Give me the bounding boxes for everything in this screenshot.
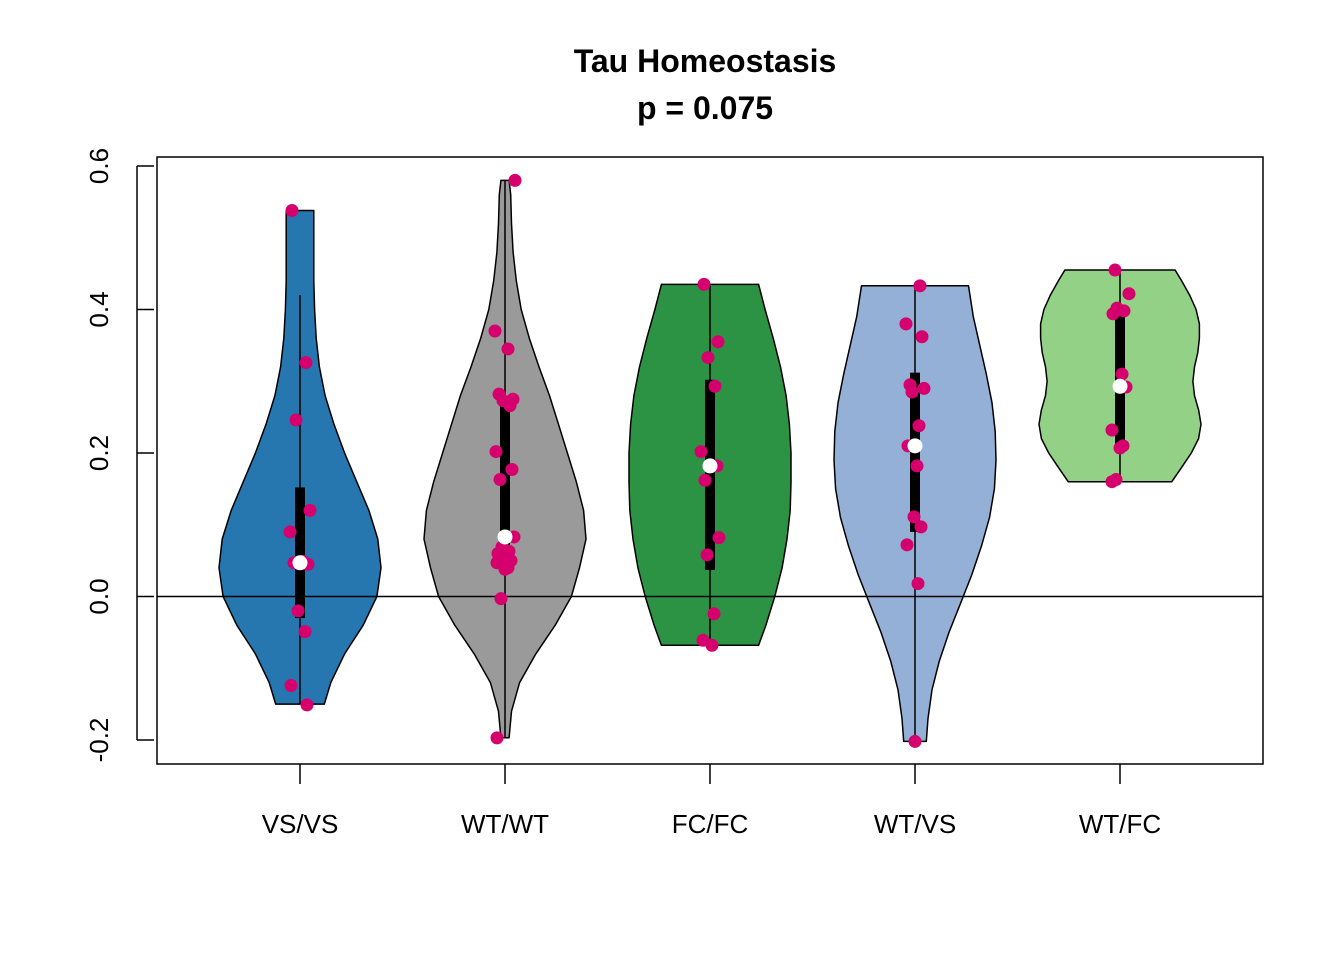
data-point bbox=[1108, 263, 1122, 277]
data-point bbox=[910, 459, 924, 473]
data-point bbox=[697, 277, 711, 291]
data-point bbox=[908, 734, 922, 748]
data-point bbox=[1113, 441, 1127, 455]
data-point bbox=[1122, 287, 1136, 301]
data-point bbox=[303, 503, 317, 517]
x-tick-label-wt-wt: WT/WT bbox=[461, 809, 549, 839]
data-point bbox=[914, 520, 928, 534]
data-point bbox=[283, 525, 297, 539]
data-point bbox=[694, 445, 708, 459]
x-tick-label-vs-vs: VS/VS bbox=[262, 809, 339, 839]
data-point bbox=[712, 531, 726, 545]
x-tick-label-wt-fc: WT/FC bbox=[1079, 809, 1161, 839]
data-point bbox=[915, 330, 929, 344]
y-tick-label: 0.4 bbox=[84, 291, 114, 327]
chart-title: Tau Homeostasis bbox=[574, 43, 837, 79]
point-layer bbox=[283, 173, 1136, 748]
data-point bbox=[503, 399, 517, 413]
data-point bbox=[498, 562, 512, 576]
data-point bbox=[1106, 307, 1120, 321]
data-point bbox=[700, 548, 714, 562]
median-wt-wt bbox=[497, 529, 513, 545]
y-tick-label: 0.0 bbox=[84, 578, 114, 614]
median-fc-fc bbox=[702, 458, 718, 474]
data-point bbox=[494, 592, 508, 606]
data-point bbox=[707, 607, 721, 621]
data-point bbox=[505, 463, 519, 477]
data-point bbox=[705, 638, 719, 652]
data-point bbox=[900, 538, 914, 552]
y-tick-label: 0.2 bbox=[84, 435, 114, 471]
data-point bbox=[1105, 423, 1119, 437]
data-point bbox=[1117, 304, 1131, 318]
data-point bbox=[1105, 475, 1119, 489]
data-point bbox=[912, 419, 926, 433]
median-layer bbox=[292, 378, 1128, 571]
x-tick-label-wt-vs: WT/VS bbox=[874, 809, 956, 839]
iqr-box-vs-vs bbox=[295, 487, 305, 619]
data-point bbox=[299, 356, 313, 370]
median-vs-vs bbox=[292, 555, 308, 571]
x-axis: VS/VS WT/WT FC/FC WT/VS WT/FC bbox=[262, 764, 1161, 839]
data-point bbox=[298, 625, 312, 639]
data-point bbox=[911, 577, 925, 591]
data-point bbox=[490, 731, 504, 745]
data-point bbox=[488, 324, 502, 338]
x-tick-label-fc-fc: FC/FC bbox=[672, 809, 749, 839]
data-point bbox=[291, 604, 305, 618]
data-point bbox=[907, 510, 921, 524]
data-point bbox=[285, 203, 299, 217]
data-point bbox=[905, 385, 919, 399]
median-wt-vs bbox=[907, 438, 923, 454]
data-point bbox=[300, 698, 314, 712]
data-point bbox=[899, 317, 913, 331]
median-wt-fc bbox=[1112, 378, 1128, 394]
y-axis: -0.2 0.0 0.2 0.4 0.6 bbox=[84, 148, 154, 762]
data-point bbox=[917, 381, 931, 395]
chart-subtitle: p = 0.075 bbox=[637, 90, 773, 126]
iqr-box-fc-fc bbox=[705, 379, 715, 570]
data-point bbox=[489, 445, 503, 459]
data-point bbox=[493, 473, 507, 487]
data-point bbox=[711, 335, 725, 349]
data-point bbox=[508, 173, 522, 187]
data-point bbox=[289, 413, 303, 427]
data-point bbox=[284, 678, 298, 692]
data-point bbox=[501, 342, 515, 356]
y-tick-label: 0.6 bbox=[84, 148, 114, 184]
data-point bbox=[708, 379, 722, 393]
y-tick-label: -0.2 bbox=[84, 718, 114, 763]
data-point bbox=[913, 279, 927, 293]
data-point bbox=[1115, 367, 1129, 381]
data-point bbox=[701, 351, 715, 365]
data-point bbox=[698, 473, 712, 487]
